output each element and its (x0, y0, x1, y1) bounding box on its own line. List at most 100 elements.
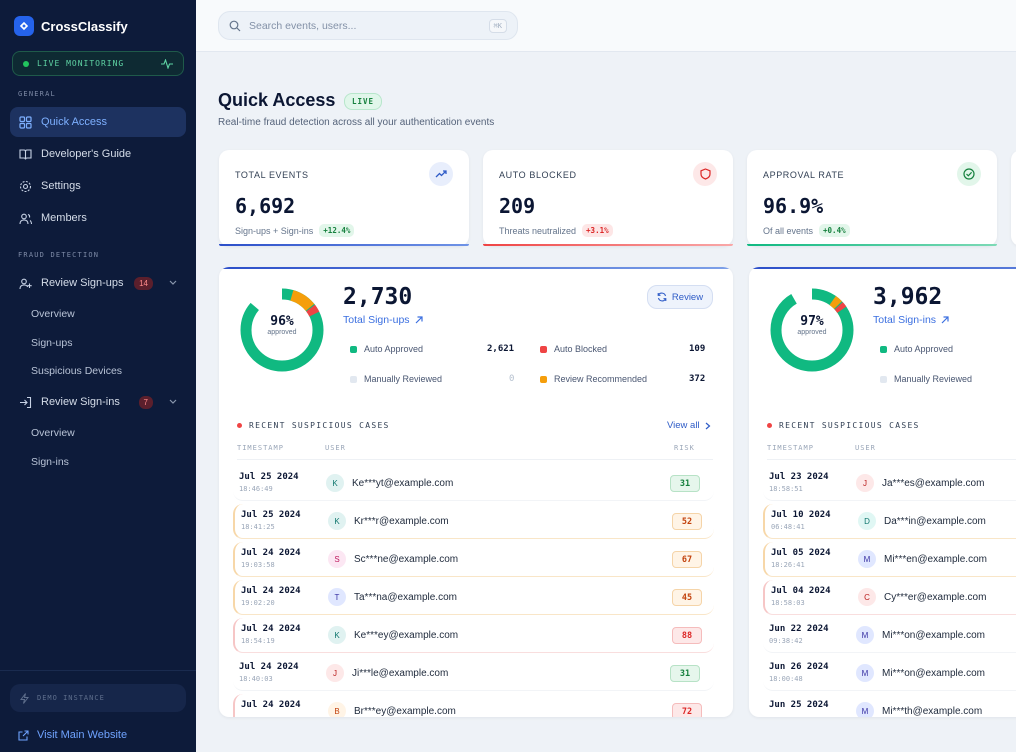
table-row[interactable]: Jul 04 2024 18:58:03 C Cy***er@example.com (763, 580, 1016, 615)
sidebar-subitem-signups[interactable]: Sign-ups (31, 337, 73, 349)
stat-card-auto-blocked[interactable]: AUTO BLOCKED 209 Threats neutralized +3.… (483, 150, 733, 246)
table-row[interactable]: Jul 25 2024 18:46:49 K Ke***yt@example.com 3… (233, 466, 714, 501)
avatar: K (328, 626, 346, 644)
table-row[interactable]: Jul 23 2024 18:58:51 J Ja***es@example.com (763, 466, 1016, 501)
risk-score-badge: 88 (672, 627, 702, 644)
risk-score-badge: 72 (672, 703, 702, 717)
table-row[interactable]: Jul 24 2024 18:54:19 K Ke***ey@example.com 8… (233, 618, 714, 653)
page-title: Quick Access (218, 90, 336, 110)
sidebar-subitem-suspicious-devices[interactable]: Suspicious Devices (31, 365, 123, 377)
total-signups-link[interactable]: Total Sign-ups (343, 314, 423, 326)
review-button[interactable]: Review (647, 285, 713, 309)
sidebar-item-members[interactable]: Members (10, 203, 186, 233)
signups-donut-chart (240, 288, 324, 372)
donut-center-label: 96% approved (239, 314, 325, 336)
brand[interactable]: CrossClassify (14, 16, 128, 36)
row-time: 19:02:20 (241, 599, 275, 607)
row-date: Jun 26 2024 (769, 662, 829, 672)
stat-card-approval-rate[interactable]: APPROVAL RATE 96.9% Of all events +0.4% (747, 150, 997, 246)
table-row[interactable]: Jul 25 2024 18:41:25 K Kr***r@example.com 52 (233, 504, 714, 539)
table-header-divider (767, 459, 1016, 460)
column-header-timestamp: TIMESTAMP (767, 444, 814, 452)
check-circle-icon (957, 162, 981, 186)
table-row[interactable]: Jun 25 2024 M Mi***th@example.com (763, 694, 1016, 717)
review-button-label: Review (671, 291, 704, 303)
arrow-up-right-icon (941, 316, 949, 324)
stat-change-badge: +12.4% (319, 224, 355, 237)
stat-value: 96.9% (763, 194, 824, 218)
section-fraud-detection: FRAUD DETECTION (18, 251, 100, 259)
sidebar-item-review-signups[interactable]: Review Sign-ups 14 (10, 268, 186, 298)
external-link-icon (18, 729, 29, 741)
donut-percent: 97% (800, 314, 824, 329)
total-signups-label: Total Sign-ups (343, 314, 410, 326)
risk-score-badge: 67 (672, 551, 702, 568)
row-time: 18:41:25 (241, 523, 275, 531)
legend-label: Manually Reviewed (894, 374, 973, 384)
table-row[interactable]: Jun 26 2024 18:00:48 M Mi***on@example.com (763, 656, 1016, 691)
row-date: Jul 23 2024 (769, 472, 829, 482)
table-row[interactable]: Jul 24 2024 18:40:03 J Ji***le@example.com 3… (233, 656, 714, 691)
stat-subtitle-row: Sign-ups + Sign-ins +12.4% (235, 224, 355, 237)
row-date: Jun 22 2024 (769, 624, 829, 634)
avatar: K (326, 474, 344, 492)
sidebar-item-label: Review Sign-ins (41, 396, 120, 408)
column-header-user: USER (855, 444, 876, 452)
sidebar-subitem-signups-overview[interactable]: Overview (31, 308, 75, 320)
row-time: 19:03:58 (241, 561, 275, 569)
sidebar-item-developers-guide[interactable]: Developer's Guide (10, 139, 186, 169)
sidebar-item-settings[interactable]: Settings (10, 171, 186, 201)
legend-value: 2,621 (487, 344, 515, 354)
recent-cases-label: RECENT SUSPICIOUS CASES (779, 421, 920, 430)
sidebar-item-quick-access[interactable]: Quick Access (10, 107, 186, 137)
stat-subtitle: Of all events (763, 225, 814, 236)
donut-percent: 96% (270, 314, 294, 329)
sidebar-subitem-signins-overview[interactable]: Overview (31, 427, 75, 439)
total-signins-link[interactable]: Total Sign-ins (873, 314, 949, 326)
avatar: M (858, 550, 876, 568)
chevron-down-icon[interactable] (169, 399, 177, 405)
view-all-link[interactable]: View all (667, 420, 711, 431)
stat-value: 6,692 (235, 194, 296, 218)
table-header-divider (237, 459, 713, 460)
risk-score-badge: 31 (670, 475, 700, 492)
legend-label: Auto Approved (894, 344, 954, 354)
chevron-down-icon[interactable] (169, 280, 177, 286)
row-email: Mi***on@example.com (882, 630, 985, 641)
visit-main-website-link[interactable]: Visit Main Website (18, 729, 127, 741)
avatar: D (858, 512, 876, 530)
recent-cases-label: RECENT SUSPICIOUS CASES (249, 421, 390, 430)
stat-subtitle: Threats neutralized (499, 225, 577, 236)
stat-subtitle-row: Of all events +0.4% (763, 224, 850, 237)
row-email: Kr***r@example.com (354, 516, 449, 527)
legend-manually-reviewed: Manually Reviewed (880, 374, 972, 384)
legend-label: Auto Blocked (554, 344, 608, 354)
refresh-icon (657, 292, 667, 302)
search-bar[interactable]: ⌘K (218, 11, 518, 40)
stat-value: 209 (499, 194, 536, 218)
row-date: Jul 24 2024 (241, 700, 301, 710)
legend-label: Review Recommended (554, 374, 648, 384)
topbar: ⌘K (196, 0, 1016, 52)
risk-score-badge: 45 (672, 589, 702, 606)
sidebar-item-label: Review Sign-ups (41, 277, 124, 289)
legend-swatch (880, 375, 887, 383)
search-input[interactable] (249, 19, 481, 32)
total-signups-value: 2,730 (343, 284, 413, 310)
table-row[interactable]: Jul 24 2024 19:03:58 S Sc***ne@example.com 6… (233, 542, 714, 577)
arrow-up-right-icon (415, 316, 423, 324)
sidebar: CrossClassify LIVE MONITORING GENERAL Qu… (0, 0, 196, 752)
sidebar-subitem-signins[interactable]: Sign-ins (31, 456, 69, 468)
table-row[interactable]: Jul 24 2024 19:02:20 T Ta***na@example.com 4… (233, 580, 714, 615)
avatar: C (858, 588, 876, 606)
stat-change-badge: +3.1% (582, 224, 613, 237)
avatar: M (856, 702, 874, 717)
sidebar-item-review-signins[interactable]: Review Sign-ins 7 (10, 387, 186, 417)
table-row[interactable]: Jul 05 2024 18:26:41 M Mi***en@example.com (763, 542, 1016, 577)
stat-card-total-events[interactable]: TOTAL EVENTS 6,692 Sign-ups + Sign-ins +… (219, 150, 469, 246)
row-email: Ta***na@example.com (354, 592, 457, 603)
table-row[interactable]: Jun 22 2024 09:38:42 M Mi***on@example.com (763, 618, 1016, 653)
table-row[interactable]: Jul 10 2024 06:48:41 D Da***in@example.com (763, 504, 1016, 539)
table-row[interactable]: Jul 24 2024 B Br***ey@example.com 72 (233, 694, 714, 717)
row-time: 06:48:41 (771, 523, 805, 531)
